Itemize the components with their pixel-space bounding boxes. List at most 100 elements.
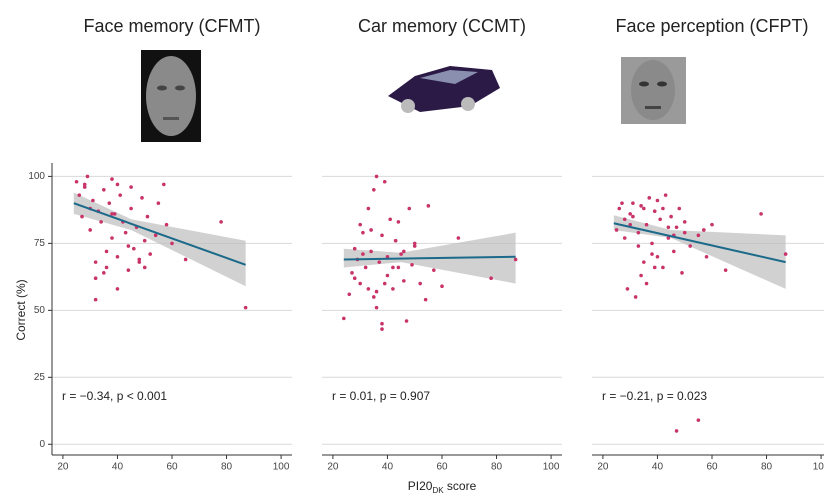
face-image bbox=[621, 57, 686, 124]
point bbox=[623, 217, 627, 221]
x-tick-label: 20 bbox=[327, 462, 339, 473]
point bbox=[702, 228, 706, 232]
confidence-band bbox=[614, 215, 786, 289]
point bbox=[639, 274, 643, 278]
annotation: r = −0.34, p < 0.001 bbox=[62, 389, 167, 403]
face-image bbox=[141, 50, 201, 142]
x-tick-label: 80 bbox=[491, 462, 503, 473]
point bbox=[383, 180, 387, 184]
point bbox=[380, 322, 384, 326]
point bbox=[358, 223, 362, 227]
point bbox=[705, 255, 709, 259]
point bbox=[375, 306, 379, 310]
x-tick-label: 40 bbox=[652, 462, 664, 473]
point bbox=[697, 418, 701, 422]
point bbox=[413, 244, 417, 248]
point bbox=[639, 204, 643, 208]
point bbox=[432, 268, 436, 272]
point bbox=[642, 207, 646, 211]
point bbox=[358, 282, 362, 286]
point bbox=[645, 223, 649, 227]
point bbox=[683, 231, 687, 235]
point bbox=[83, 183, 87, 187]
point bbox=[489, 276, 493, 280]
point bbox=[102, 188, 106, 192]
x-axis-label-subscript: DK bbox=[432, 486, 444, 495]
annotation: r = 0.01, p = 0.907 bbox=[332, 389, 430, 403]
point bbox=[86, 175, 90, 179]
point bbox=[759, 212, 763, 216]
point bbox=[397, 266, 401, 270]
point bbox=[683, 220, 687, 224]
point bbox=[634, 295, 638, 299]
panel-title: Face memory (CFMT) bbox=[84, 16, 261, 36]
point bbox=[80, 215, 84, 219]
point bbox=[361, 252, 365, 256]
point bbox=[402, 250, 406, 254]
point bbox=[784, 252, 788, 256]
point bbox=[375, 290, 379, 294]
point bbox=[418, 282, 422, 286]
y-tick-label: 0 bbox=[39, 439, 45, 450]
point bbox=[94, 298, 98, 302]
panel-title: Face perception (CFPT) bbox=[615, 16, 808, 36]
point bbox=[664, 193, 668, 197]
x-tick-label: 100 bbox=[813, 462, 824, 473]
point bbox=[631, 201, 635, 205]
point bbox=[457, 236, 461, 240]
point bbox=[642, 260, 646, 264]
point bbox=[391, 287, 395, 291]
x-tick-label: 40 bbox=[382, 462, 394, 473]
point bbox=[146, 215, 150, 219]
x-tick-label: 20 bbox=[597, 462, 609, 473]
point bbox=[617, 207, 621, 211]
point bbox=[353, 247, 357, 251]
point bbox=[118, 193, 122, 197]
point bbox=[244, 306, 248, 310]
point bbox=[667, 225, 671, 229]
point bbox=[116, 287, 120, 291]
point bbox=[626, 287, 630, 291]
point bbox=[631, 215, 635, 219]
point bbox=[427, 204, 431, 208]
point bbox=[440, 284, 444, 288]
point bbox=[724, 268, 728, 272]
point bbox=[372, 188, 376, 192]
point bbox=[647, 196, 651, 200]
point bbox=[710, 223, 714, 227]
point bbox=[367, 207, 371, 211]
point bbox=[672, 250, 676, 254]
point bbox=[656, 255, 660, 259]
point bbox=[375, 175, 379, 179]
point bbox=[110, 177, 114, 181]
point bbox=[399, 252, 403, 256]
x-tick-label: 40 bbox=[112, 462, 124, 473]
point bbox=[407, 207, 411, 211]
y-axis-label: Correct (%) bbox=[14, 279, 28, 340]
point bbox=[661, 207, 665, 211]
car-image bbox=[388, 66, 500, 113]
y-tick-label: 75 bbox=[34, 238, 46, 249]
point bbox=[157, 201, 161, 205]
point bbox=[137, 260, 141, 264]
point bbox=[127, 244, 131, 248]
point bbox=[369, 228, 373, 232]
point bbox=[116, 255, 120, 259]
point bbox=[107, 201, 111, 205]
point bbox=[88, 228, 92, 232]
point bbox=[143, 239, 147, 243]
point bbox=[675, 225, 679, 229]
point bbox=[367, 287, 371, 291]
point bbox=[677, 207, 681, 211]
point bbox=[350, 271, 354, 275]
x-tick-label: 80 bbox=[221, 462, 233, 473]
point bbox=[386, 274, 390, 278]
chart: Face memory (CFMT)025507510020406080100r… bbox=[0, 0, 824, 495]
point bbox=[99, 220, 103, 224]
x-tick-label: 100 bbox=[273, 462, 290, 473]
point bbox=[361, 231, 365, 235]
point bbox=[342, 317, 346, 321]
point bbox=[364, 266, 368, 270]
point bbox=[514, 258, 518, 262]
y-tick-label: 100 bbox=[28, 171, 45, 182]
